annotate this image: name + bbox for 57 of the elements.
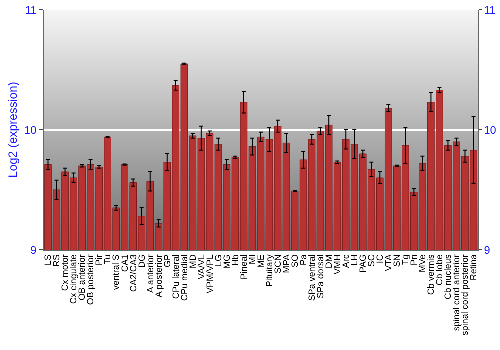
x-tick-label: LS: [43, 254, 54, 266]
x-tick-label: GP: [162, 254, 172, 268]
x-tick-label: CPu lateral: [170, 254, 181, 300]
x-tick-label: SN: [392, 254, 402, 268]
x-tick-label: Cx cingulate: [68, 254, 79, 304]
x-tick-label: SC: [366, 254, 377, 268]
y-tick-label: 10: [24, 124, 37, 137]
x-tick-label: SPa ventral: [306, 254, 317, 302]
x-tick-label: spinal cord posterior: [460, 254, 470, 336]
x-tick-label: Cx motor: [60, 254, 70, 292]
x-tick-label: Cb nucleus: [443, 254, 454, 300]
x-tick-label: CPu medial: [179, 254, 190, 302]
x-tick-label: OB posterior: [86, 254, 96, 306]
x-tick-label: SO: [290, 254, 300, 268]
y-tick-label: 11: [25, 4, 37, 17]
y2-tick-label: 10: [484, 124, 496, 137]
y2-tick-label: 11: [484, 4, 496, 17]
x-tick-label: Cb lobe: [434, 254, 445, 286]
x-tick-label: MI: [247, 254, 258, 265]
x-tick-label: Retina: [468, 254, 479, 281]
x-tick-label: PAG: [358, 254, 368, 273]
x-tick-label: Pir: [94, 254, 104, 266]
x-tick-label: RS: [52, 254, 62, 268]
x-tick-label: MVe: [418, 254, 428, 273]
x-tick-label: A posterior: [154, 254, 164, 298]
x-tick-label: MG: [222, 254, 232, 270]
x-tick-label: MD: [188, 254, 198, 269]
x-tick-label: ME: [256, 254, 266, 268]
x-tick-label: LG: [213, 254, 224, 267]
x-tick-label: SPa dorsal: [315, 254, 326, 299]
y2-tick-label: 9: [484, 244, 490, 257]
x-tick-label: MPA: [281, 254, 292, 274]
x-tick-label: VMH: [332, 254, 343, 275]
x-tick-label: Cb vermis: [426, 254, 436, 296]
y-tick-label: 9: [30, 244, 37, 257]
x-tick-label: OB anterior: [77, 254, 88, 301]
x-tick-label: A anterior: [145, 254, 156, 294]
x-tick-label: ventral S: [111, 254, 122, 290]
x-tick-label: CA1: [120, 254, 130, 272]
x-tick-label: LH: [350, 254, 360, 266]
x-tick-label: VPM/VPL: [204, 254, 215, 294]
x-tick-label: IC: [375, 254, 386, 264]
x-tick-label: Pituitary: [264, 254, 274, 288]
x-tick-label: VA/VL: [196, 254, 206, 280]
x-tick-label: VTA: [384, 254, 394, 272]
x-tick-label: Arc: [341, 254, 352, 268]
x-tick-label: Pineal: [238, 254, 249, 280]
x-tick-label: DM: [324, 254, 334, 269]
x-tick-label: Pa: [298, 254, 308, 266]
x-tick-label: spinal cord anterior: [452, 254, 462, 332]
y-axis-title: Log2 (expression): [6, 82, 20, 178]
x-tick-label: Tg: [400, 254, 411, 266]
x-tick-label: Pn: [409, 254, 420, 266]
x-tick-label: CA2/CA3: [128, 254, 138, 292]
x-tick-label: Tu: [102, 254, 113, 265]
x-tick-label: DG: [136, 254, 147, 268]
x-tick-label: Hb: [230, 254, 240, 266]
